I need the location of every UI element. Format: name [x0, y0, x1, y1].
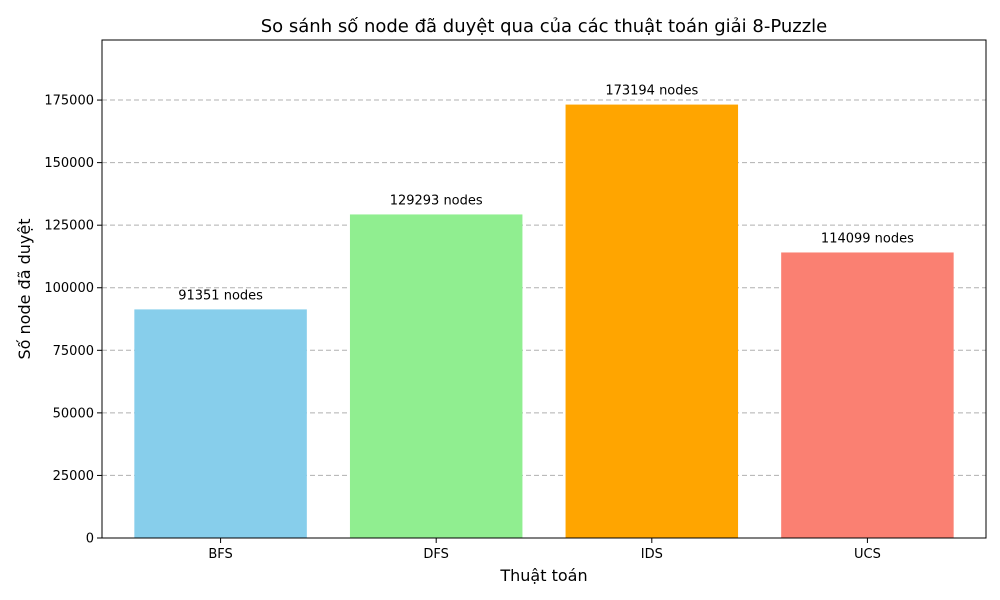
value-label-ucs: 114099 nodes: [821, 231, 914, 246]
value-labels-layer: 91351 nodes 129293 nodes 173194 nodes 11409…: [178, 84, 914, 304]
x-axis-label: Thuật toán: [499, 566, 587, 585]
x-tick-label-dfs: DFS: [423, 547, 449, 562]
x-axis-ticks: BFS DFS IDS UCS: [208, 538, 881, 562]
y-axis-label: Số node đã duyệt: [15, 219, 34, 360]
y-tick-label: 0: [86, 532, 94, 547]
y-tick-label: 175000: [44, 94, 94, 109]
bar-bfs: [134, 309, 307, 538]
bar-ucs: [781, 252, 954, 538]
value-label-bfs: 91351 nodes: [178, 288, 263, 303]
chart-title: So sánh số node đã duyệt qua của các thu…: [261, 16, 828, 37]
bar-ids: [565, 104, 739, 539]
y-tick-label: 25000: [53, 469, 94, 484]
value-label-ids: 173194 nodes: [605, 84, 698, 99]
y-tick-label: 100000: [44, 281, 94, 296]
y-tick-label: 50000: [53, 406, 94, 421]
y-tick-label: 150000: [44, 156, 94, 171]
x-tick-label-ucs: UCS: [854, 547, 881, 562]
bar-dfs: [349, 214, 523, 539]
plot-frame: [101, 39, 987, 539]
y-axis-ticks: 0 25000 50000 75000 100000 125000 150000 175000: [44, 94, 102, 547]
bars-layer: [134, 104, 954, 539]
y-tick-label: 125000: [44, 219, 94, 234]
y-tick-label: 75000: [53, 344, 94, 359]
x-tick-label-ids: IDS: [641, 547, 663, 562]
value-label-dfs: 129293 nodes: [390, 193, 483, 208]
x-tick-label-bfs: BFS: [208, 547, 232, 562]
